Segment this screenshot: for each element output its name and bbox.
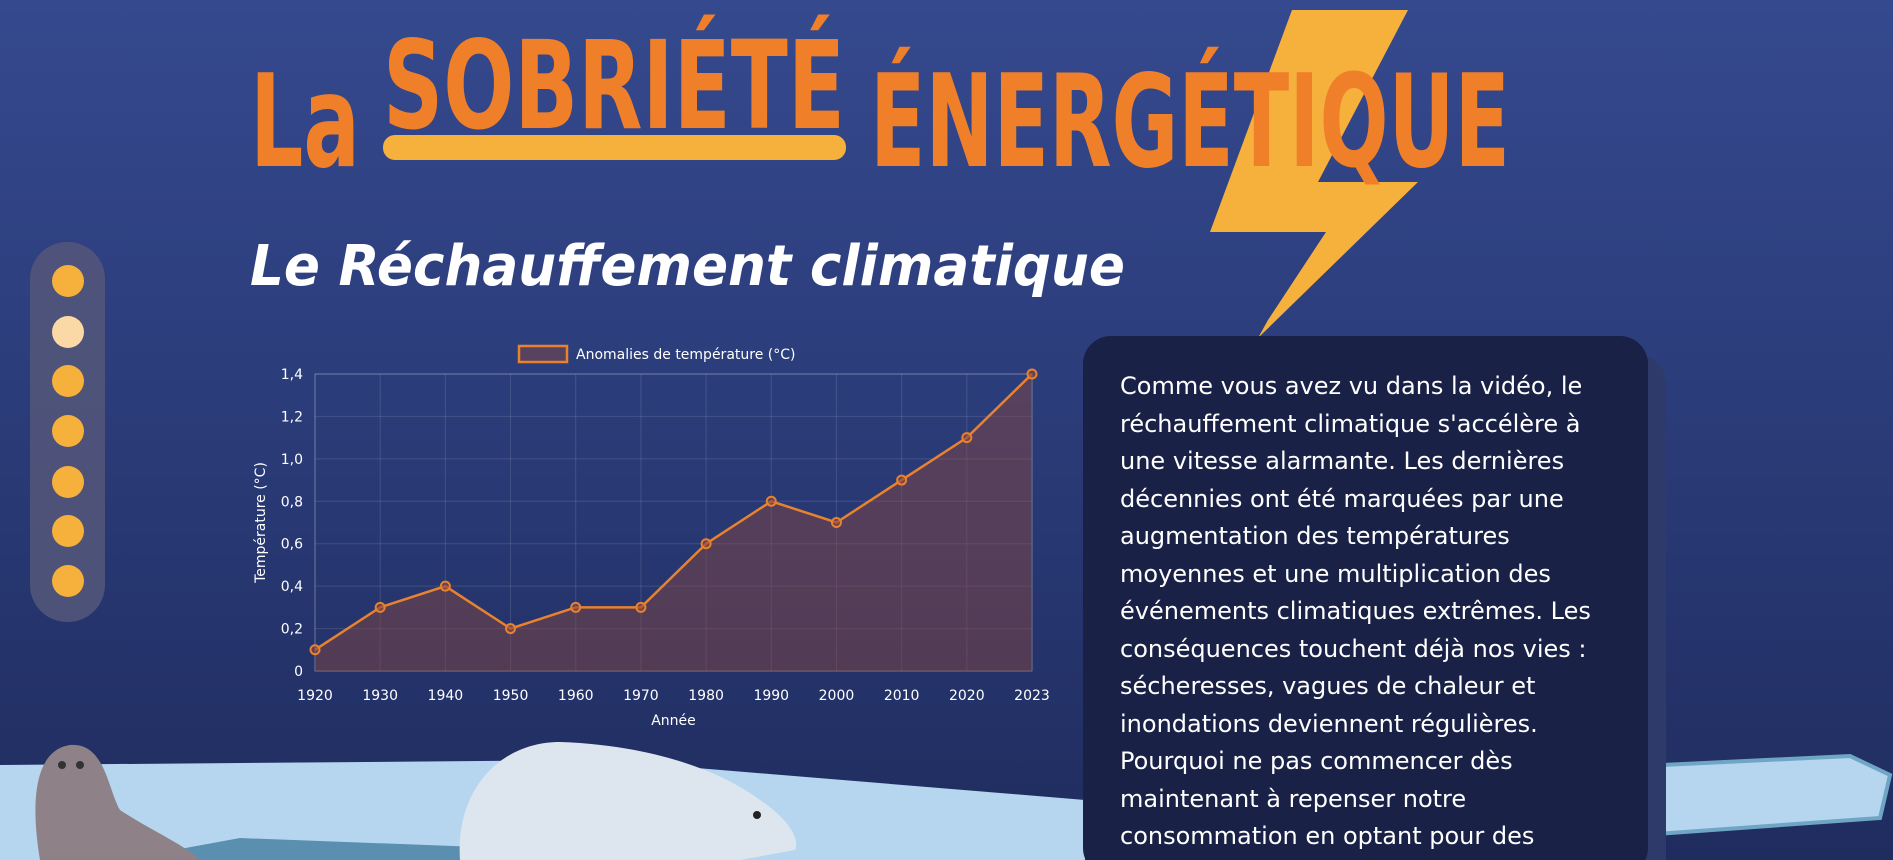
data-point bbox=[505, 623, 517, 635]
data-point bbox=[1026, 368, 1038, 380]
nav-dot[interactable] bbox=[52, 515, 84, 547]
data-point bbox=[374, 601, 386, 613]
title-underline bbox=[383, 135, 846, 160]
seal-eye bbox=[58, 761, 66, 769]
polar-bear-eye bbox=[753, 811, 761, 819]
data-point bbox=[830, 517, 842, 528]
data-point bbox=[896, 474, 908, 486]
seal-eye bbox=[76, 761, 84, 769]
x-tick-label: 2000 bbox=[819, 688, 855, 704]
x-tick-label: 2023 bbox=[1014, 688, 1050, 704]
legend-label: Anomalies de température (°C) bbox=[576, 347, 795, 363]
x-tick-label: 1940 bbox=[428, 688, 464, 704]
data-point bbox=[439, 580, 451, 592]
line bbox=[314, 373, 1033, 651]
data-point bbox=[635, 601, 647, 613]
data-point bbox=[700, 538, 712, 550]
x-tick-label: 1980 bbox=[688, 688, 724, 704]
data-point bbox=[765, 495, 777, 507]
chart: 0 0,2 0,4 0,6 0,8 1,0 1,2 1,4 1920 1930 1940 1950 19… bbox=[253, 344, 1050, 729]
nav-dot[interactable] bbox=[52, 316, 84, 348]
lightning-bolt bbox=[1210, 10, 1418, 338]
nav-dot[interactable] bbox=[52, 466, 84, 498]
data-point bbox=[570, 601, 582, 613]
nav-dot[interactable] bbox=[52, 565, 84, 597]
nav-dots bbox=[52, 265, 84, 597]
x-tick-label: 1990 bbox=[753, 688, 789, 704]
plot-area bbox=[314, 373, 1033, 672]
y-axis-label: Température (°C) bbox=[253, 462, 269, 584]
x-tick-label: 1920 bbox=[297, 688, 333, 704]
y-tick-label: 1,0 bbox=[281, 452, 303, 468]
y-tick-label: 1,2 bbox=[281, 409, 303, 425]
x-tick-label: 1950 bbox=[493, 688, 529, 704]
legend-swatch bbox=[517, 344, 569, 364]
seal bbox=[35, 744, 200, 860]
data-point bbox=[309, 644, 321, 656]
x-tick-label: 2020 bbox=[949, 688, 985, 704]
y-tick-label: 0,4 bbox=[281, 579, 303, 595]
title-sobriete: SOBRIÉTÉ bbox=[383, 15, 845, 157]
x-tick-label: 1970 bbox=[623, 688, 659, 704]
polar-bear bbox=[459, 742, 797, 860]
y-tick-label: 0,2 bbox=[281, 622, 303, 638]
nav-dot[interactable] bbox=[52, 265, 84, 297]
section-title: Le Réchauffement climatique bbox=[250, 234, 1125, 299]
y-tick-label: 0 bbox=[294, 664, 303, 680]
x-tick-label: 1930 bbox=[362, 688, 398, 704]
text-panel bbox=[1083, 336, 1648, 860]
nav-dot[interactable] bbox=[52, 365, 84, 397]
y-tick-label: 0,8 bbox=[281, 494, 303, 510]
title-energetique: ÉNERGÉTIQUE bbox=[870, 47, 1510, 197]
panel-paragraph: Comme vous avez vu dans la vidéo, le réc… bbox=[1120, 372, 1591, 850]
x-tick-label: 1960 bbox=[558, 688, 594, 704]
y-tick-label: 0,6 bbox=[281, 537, 303, 553]
x-axis-label: Année bbox=[651, 713, 696, 729]
x-tick-label: 2010 bbox=[884, 688, 920, 704]
area bbox=[315, 374, 1032, 671]
nav-dot[interactable] bbox=[52, 415, 84, 447]
title-la: La bbox=[250, 48, 360, 197]
data-point bbox=[961, 432, 973, 444]
y-tick-label: 1,4 bbox=[281, 367, 303, 383]
